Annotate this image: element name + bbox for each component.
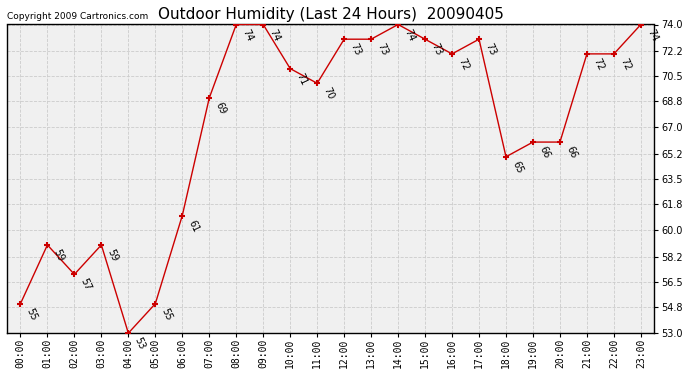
Title: Outdoor Humidity (Last 24 Hours)  20090405: Outdoor Humidity (Last 24 Hours) 2009040…	[158, 7, 504, 22]
Text: 73: 73	[375, 42, 390, 57]
Text: 72: 72	[456, 57, 471, 72]
Text: 73: 73	[348, 42, 363, 57]
Text: 65: 65	[510, 159, 524, 175]
Text: 71: 71	[295, 71, 308, 87]
Text: 69: 69	[213, 101, 228, 116]
Text: 53: 53	[132, 336, 147, 351]
Text: Copyright 2009 Cartronics.com: Copyright 2009 Cartronics.com	[7, 12, 148, 21]
Text: 74: 74	[240, 27, 255, 43]
Text: 55: 55	[25, 306, 39, 322]
Text: 72: 72	[618, 57, 633, 72]
Text: 74: 74	[645, 27, 660, 43]
Text: 55: 55	[159, 306, 174, 322]
Text: 73: 73	[429, 42, 444, 57]
Text: 72: 72	[591, 57, 605, 72]
Text: 61: 61	[186, 218, 201, 234]
Text: 59: 59	[52, 248, 66, 263]
Text: 66: 66	[537, 145, 551, 160]
Text: 73: 73	[483, 42, 497, 57]
Text: 74: 74	[402, 27, 417, 43]
Text: 66: 66	[564, 145, 578, 160]
Text: 74: 74	[268, 27, 282, 43]
Text: 59: 59	[106, 248, 120, 263]
Text: 57: 57	[79, 277, 93, 292]
Text: 70: 70	[322, 86, 335, 102]
